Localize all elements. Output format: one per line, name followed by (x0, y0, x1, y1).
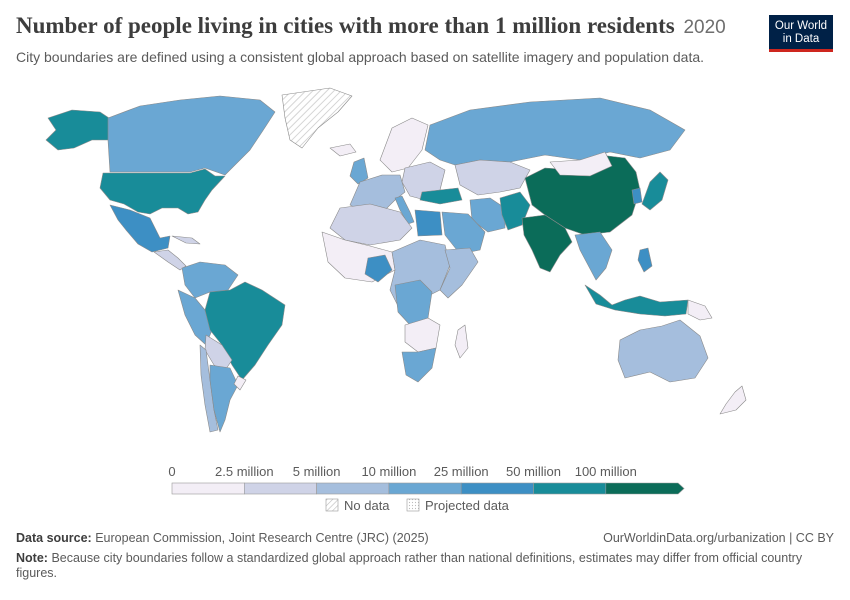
country-egypt[interactable] (414, 209, 443, 237)
country-brazil[interactable] (204, 281, 286, 381)
country-india[interactable] (521, 214, 573, 273)
country-southeast-asia[interactable] (574, 231, 613, 281)
country-madagascar[interactable] (454, 324, 469, 359)
country-papua-new-guinea[interactable] (687, 299, 713, 321)
country-southern-africa[interactable] (404, 317, 441, 353)
source-text: European Commission, Joint Research Cent… (95, 531, 429, 545)
legend-bin-6[interactable] (605, 482, 685, 495)
country-alaska[interactable] (45, 109, 113, 151)
country-greenland[interactable] (281, 87, 353, 149)
chart-title: Number of people living in cities with m… (16, 13, 726, 39)
note-text: Because city boundaries follow a standar… (16, 551, 803, 580)
legend-bin-0[interactable] (171, 482, 245, 495)
legend-bin-2[interactable] (316, 482, 390, 495)
country-scandinavia[interactable] (379, 117, 429, 173)
no-data-label: No data (344, 498, 390, 513)
note-label: Note: (16, 551, 48, 565)
legend-tick-label: 25 million (434, 464, 489, 479)
legend-tick-label: 10 million (361, 464, 416, 479)
world-map[interactable] (0, 80, 850, 450)
no-data-legend: No data (325, 498, 390, 513)
legend: 0 2.5 million 5 million 10 million 25 millio… (168, 464, 685, 513)
country-philippines[interactable] (637, 247, 653, 273)
legend-bin-4[interactable] (460, 482, 534, 495)
legend-bin-3[interactable] (388, 482, 462, 495)
projected-data-label: Projected data (425, 498, 510, 513)
country-south-africa[interactable] (401, 347, 437, 383)
country-new-zealand[interactable] (719, 385, 747, 415)
legend-bin-1[interactable] (244, 482, 317, 495)
country-iceland[interactable] (329, 143, 357, 157)
country-united-states[interactable] (99, 168, 226, 215)
source-label: Data source: (16, 531, 92, 545)
legend-tick-label: 100 million (575, 464, 637, 479)
country-central-asia[interactable] (454, 159, 531, 196)
country-chile[interactable] (199, 344, 219, 433)
country-cuba[interactable] (171, 235, 201, 245)
country-indonesia[interactable] (584, 284, 689, 317)
country-central-america[interactable] (153, 249, 187, 271)
country-uruguay[interactable] (233, 375, 247, 391)
year-label: 2020 (683, 17, 726, 38)
country-australia[interactable] (617, 319, 709, 383)
country-turkey[interactable] (419, 187, 463, 205)
owid-logo[interactable]: Our World in Data (769, 15, 833, 52)
country-north-africa-west[interactable] (329, 203, 413, 246)
country-mongolia[interactable] (549, 151, 613, 177)
country-russia[interactable] (424, 97, 686, 166)
source-link[interactable]: OurWorldinData.org/urbanization | CC BY (603, 531, 834, 545)
projected-data-legend: Projected data (406, 498, 510, 513)
legend-tick-label: 0 (168, 464, 175, 479)
data-source: Data source: European Commission, Joint … (16, 531, 429, 545)
country-nigeria[interactable] (364, 254, 393, 283)
country-mexico[interactable] (109, 204, 171, 253)
title-text: Number of people living in cities with m… (16, 13, 675, 38)
legend-bin-5[interactable] (533, 482, 607, 495)
country-canada[interactable] (107, 95, 276, 176)
logo-line-1: Our World (774, 20, 828, 32)
legend-tick-label: 5 million (293, 464, 341, 479)
country-italy[interactable] (394, 195, 415, 225)
legend-tick-label: 2.5 million (215, 464, 274, 479)
country-korea[interactable] (631, 187, 643, 205)
country-argentina[interactable] (209, 364, 239, 433)
logo-line-2: in Data (782, 33, 820, 45)
footer: Data source: European Commission, Joint … (16, 531, 834, 581)
country-east-africa[interactable] (439, 247, 479, 299)
country-japan[interactable] (641, 171, 669, 211)
legend-tick-label: 50 million (506, 464, 561, 479)
chart-subtitle: City boundaries are defined using a cons… (16, 49, 705, 65)
country-saudi-arabia[interactable] (441, 211, 486, 255)
note: Note: Because city boundaries follow a s… (16, 551, 834, 581)
